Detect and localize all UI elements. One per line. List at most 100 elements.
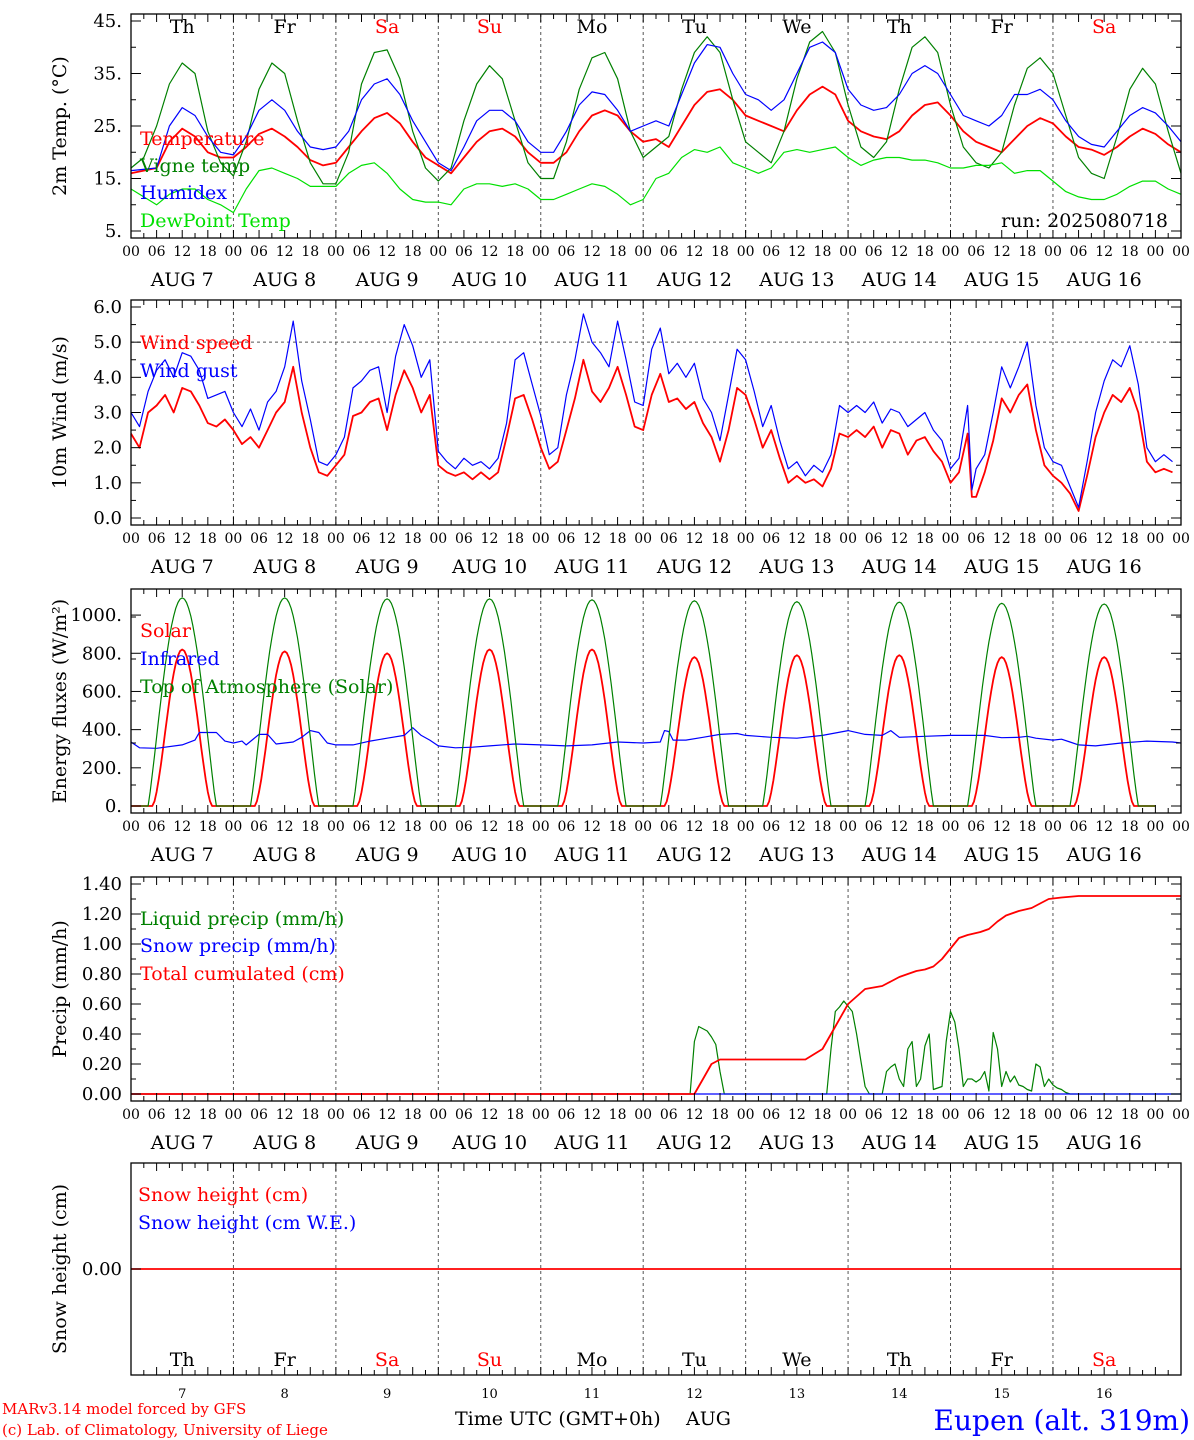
panel1-legend-humidex: Humidex [140,182,227,204]
panel4-day-label: AUG 9 [355,1132,419,1154]
panel3-y-tick-label: 200. [82,758,122,779]
panel4-hour-tick-label: 18 [711,1107,729,1123]
panel2-y-tick-label: 2.0 [93,438,122,459]
panel3-hour-tick-label: 18 [404,819,422,835]
panel2-day-label: AUG 11 [553,556,629,578]
panel2-series-wind-gust [130,313,1173,508]
panel1-hour-tick-label: 00 [634,244,652,260]
panel3-day-label: AUG 7 [150,844,214,866]
panel2-hour-tick-label: 00 [634,531,652,547]
credit-line-2: (c) Lab. of Climatology, University of L… [2,1421,328,1439]
panel3-y-tick-label: 400. [82,720,122,741]
panel4-hour-tick-label: 06 [762,1107,780,1123]
panel4-y-axis-title: Precip (mm/h) [49,920,71,1058]
panel4-hour-tick-label: 18 [301,1107,319,1123]
panel4-legend-total-cumulated-cm-: Total cumulated (cm) [140,963,345,985]
bottom-day-number: 7 [178,1387,186,1402]
panel4-hour-tick-label: 12 [173,1107,191,1123]
panel4-hour-tick-label: 00 [1172,1107,1190,1123]
panel3-hour-tick-label: 18 [711,819,729,835]
panel2-hour-tick-label: 12 [276,531,294,547]
panel5-legend-snow-height-cm-w-e-: Snow height (cm W.E.) [138,1212,356,1234]
panel4-hour-tick-label: 12 [583,1107,601,1123]
panel1-hour-tick-label: 00 [1172,244,1190,260]
panel1-hour-tick-label: 06 [250,244,268,260]
panel1-hour-tick-label: 00 [429,244,447,260]
panel2-hour-tick-label: 00 [839,531,857,547]
panel4-hour-tick-label: 00 [429,1107,447,1123]
panel4-hour-tick-label: 12 [788,1107,806,1123]
bottom-weekday-label: Th [887,1349,912,1371]
panel1-frame [130,13,1182,239]
panel3-day-label: AUG 14 [861,844,937,866]
panel1-hour-tick-label: 12 [583,244,601,260]
panel2-y-tick-label: 5.0 [93,332,122,353]
panel1-day-label: AUG 10 [451,269,527,291]
panel3-day-label: AUG 10 [451,844,527,866]
panel2-hour-tick-label: 12 [686,531,704,547]
panel2-hour-tick-label: 00 [1172,531,1190,547]
panel2-hour-tick-label: 12 [378,531,396,547]
panel5-y-tick-label: 0.00 [82,1259,122,1280]
panel1-day-label: AUG 12 [656,269,732,291]
panel2-legend-wind-gust: Wind gust [140,360,238,382]
panel4-hour-tick-label: 12 [686,1107,704,1123]
panel4-day-label: AUG 10 [451,1132,527,1154]
panel2-hour-tick-label: 18 [1121,531,1139,547]
panel4-hour-tick-label: 18 [916,1107,934,1123]
panel1-y-tick-label: 45. [93,11,122,32]
panel2-hour-tick-label: 06 [865,531,883,547]
panel1-hour-tick-label: 18 [609,244,627,260]
panel5-legend-snow-height-cm-: Snow height (cm) [138,1184,308,1206]
panel3-hour-tick-label: 06 [762,819,780,835]
panel4-day-label: AUG 12 [656,1132,732,1154]
panel4-hour-tick-label: 00 [839,1107,857,1123]
panel4-hour-tick-label: 18 [1121,1107,1139,1123]
weekday-label: Fr [991,16,1014,38]
panel1-hour-tick-label: 18 [1121,244,1139,260]
panel3-series-top-of-atmosphere-solar- [131,597,1155,807]
panel4-hour-tick-label: 12 [993,1107,1011,1123]
panel2-frame [130,299,1182,526]
panel3-hour-tick-label: 18 [609,819,627,835]
panel2-day-label: AUG 16 [1066,556,1142,578]
bottom-weekday-label: Sa [1092,1349,1116,1371]
panel1-hour-tick-label: 12 [788,244,806,260]
panel2-hour-tick-label: 12 [583,531,601,547]
panel4-y-tick-label: 0.80 [82,964,122,985]
panel2-hour-tick-label: 06 [967,531,985,547]
weekday-label: Sa [1092,16,1116,38]
panel4-hour-tick-label: 00 [1146,1107,1164,1123]
weekday-label: Fr [274,16,297,38]
month-label: AUG [685,1408,731,1430]
panel3-hour-tick-label: 06 [1070,819,1088,835]
panel4-hour-tick-label: 00 [225,1107,243,1123]
panel3-hour-tick-label: 06 [148,819,166,835]
panel2-hour-tick-label: 18 [916,531,934,547]
panel1-series-dewpoint-temp [130,146,1182,214]
panel1-hour-tick-label: 00 [225,244,243,260]
panel2-hour-tick-label: 18 [1018,531,1036,547]
panel2-y-tick-label: 0.0 [93,508,122,529]
panel3-y-axis-title: Energy fluxes (W/m²) [49,599,71,803]
panel2-hour-tick-label: 06 [455,531,473,547]
panel2-y-tick-label: 6.0 [93,297,122,318]
weekday-label: Su [477,16,502,38]
panel1-hour-tick-label: 12 [276,244,294,260]
panel2-day-label: AUG 10 [451,556,527,578]
panel4-y-tick-label: 1.40 [82,874,122,895]
panel1-hour-tick-label: 00 [737,244,755,260]
panel2-day-label: AUG 9 [355,556,419,578]
panel1-y-tick-label: 15. [93,169,122,190]
panel4-hour-tick-label: 18 [506,1107,524,1123]
panel1-day-label: AUG 9 [355,269,419,291]
panel4-y-tick-label: 0.20 [82,1054,122,1075]
panel3-day-label: AUG 15 [963,844,1039,866]
panel2-hour-tick-label: 12 [890,531,908,547]
panel1-hour-tick-label: 00 [839,244,857,260]
panel4-hour-tick-label: 12 [378,1107,396,1123]
x-axis-label: Time UTC (GMT+0h) [455,1408,661,1430]
panel1-hour-tick-label: 12 [173,244,191,260]
panel2-hour-tick-label: 00 [327,531,345,547]
panel1-hour-tick-label: 06 [557,244,575,260]
